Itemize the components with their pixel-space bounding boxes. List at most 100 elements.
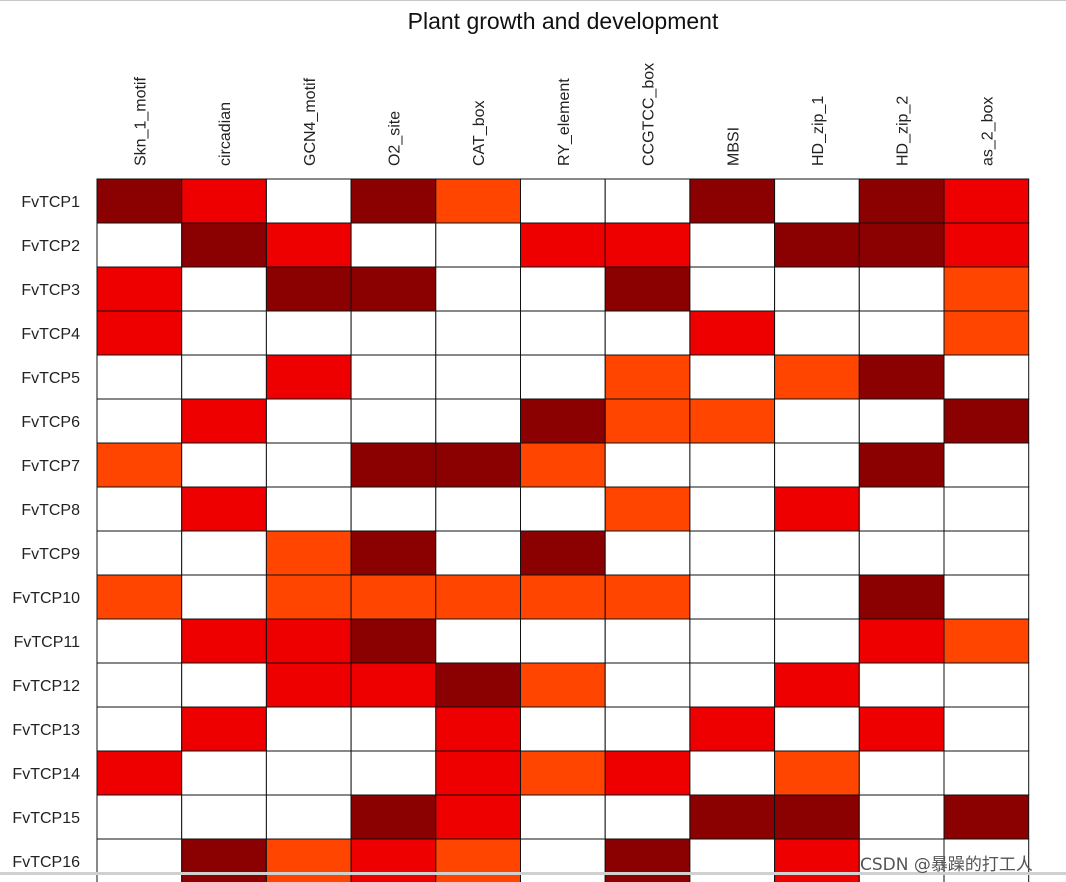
heatmap-cell: [689, 618, 776, 664]
heatmap-cell: [774, 574, 860, 620]
heatmap-cell: [265, 354, 352, 400]
heatmap-cell: [520, 530, 606, 576]
heatmap-cell: [943, 354, 1030, 400]
heatmap-cell: [96, 222, 183, 268]
heatmap-cell: [181, 442, 267, 488]
heatmap-cell: [265, 838, 352, 882]
heatmap-cell: [943, 486, 1030, 532]
heatmap-cell: [520, 486, 606, 532]
heatmap-cell: [96, 706, 183, 752]
heatmap-cell: [96, 266, 183, 312]
heatmap-cell: [435, 178, 521, 224]
heatmap-cell: [604, 178, 691, 224]
heatmap-cell: [858, 266, 945, 312]
heatmap-cell: [520, 178, 606, 224]
column-label: CCGTCC_box: [641, 63, 658, 166]
row-label: FvTCP16: [12, 854, 80, 871]
heatmap-cell: [604, 398, 691, 444]
heatmap-cell: [181, 530, 267, 576]
row-label: FvTCP4: [21, 326, 80, 343]
heatmap-cell: [265, 662, 352, 708]
heatmap-cell: [520, 574, 606, 620]
column-label: HD_zip_2: [895, 96, 912, 166]
heatmap-cell: [774, 750, 860, 796]
heatmap-cell: [604, 750, 691, 796]
heatmap-cell: [350, 310, 437, 356]
column-label: GCN4_motif: [302, 77, 319, 166]
heatmap-cell: [520, 706, 606, 752]
heatmap-cell: [265, 310, 352, 356]
heatmap-cell: [774, 178, 860, 224]
heatmap-cell: [604, 310, 691, 356]
heatmap-cell: [604, 662, 691, 708]
heatmap-cell: [858, 486, 945, 532]
heatmap-cell: [689, 706, 776, 752]
heatmap-cell: [181, 618, 267, 664]
heatmap-cell: [774, 530, 860, 576]
heatmap-cell: [435, 222, 521, 268]
heatmap-cell: [350, 486, 437, 532]
heatmap-cell: [265, 574, 352, 620]
heatmap-cell: [96, 398, 183, 444]
heatmap-cell: [265, 750, 352, 796]
heatmap-cell: [689, 354, 776, 400]
heatmap-cell: [943, 706, 1030, 752]
row-label: FvTCP10: [12, 590, 80, 607]
heatmap-cell: [689, 574, 776, 620]
heatmap-cell: [435, 442, 521, 488]
heatmap-cell: [943, 222, 1030, 268]
heatmap-cell: [604, 486, 691, 532]
heatmap-cell: [858, 750, 945, 796]
heatmap-cell: [350, 618, 437, 664]
row-label: FvTCP12: [12, 678, 80, 695]
heatmap-cell: [943, 266, 1030, 312]
row-label: FvTCP7: [21, 458, 80, 475]
heatmap-cell: [96, 662, 183, 708]
heatmap-cell: [181, 574, 267, 620]
heatmap-cell: [774, 398, 860, 444]
heatmap-cell: [265, 178, 352, 224]
row-label: FvTCP2: [21, 238, 80, 255]
heatmap-cell: [265, 530, 352, 576]
heatmap-cell: [604, 838, 691, 882]
heatmap-cell: [520, 266, 606, 312]
heatmap-cell: [350, 750, 437, 796]
heatmap-cell: [689, 266, 776, 312]
heatmap-cell: [774, 838, 860, 882]
heatmap-cell: [96, 530, 183, 576]
heatmap-cell: [265, 486, 352, 532]
heatmap-cell: [774, 618, 860, 664]
heatmap-cell: [774, 222, 860, 268]
heatmap-cell: [435, 530, 521, 576]
heatmap-cell: [435, 618, 521, 664]
row-label: FvTCP14: [12, 766, 80, 783]
heatmap-cell: [435, 706, 521, 752]
heatmap-cell: [350, 442, 437, 488]
heatmap-cell: [96, 618, 183, 664]
heatmap-cell: [435, 310, 521, 356]
heatmap-cell: [604, 442, 691, 488]
heatmap-cell: [96, 574, 183, 620]
heatmap-cell: [181, 838, 267, 882]
heatmap-cell: [435, 750, 521, 796]
heatmap-cell: [689, 838, 776, 882]
heatmap-cell: [689, 530, 776, 576]
top-divider: [0, 0, 1066, 1]
heatmap-cell: [350, 354, 437, 400]
heatmap-cell: [689, 310, 776, 356]
heatmap-cell: [943, 794, 1030, 840]
heatmap-cell: [435, 398, 521, 444]
heatmap-cell: [858, 662, 945, 708]
heatmap-cell: [181, 310, 267, 356]
heatmap-cell: [350, 794, 437, 840]
heatmap-cell: [943, 310, 1030, 356]
heatmap-cell: [350, 574, 437, 620]
row-label: FvTCP9: [21, 546, 80, 563]
heatmap-cell: [604, 706, 691, 752]
heatmap-cell: [774, 486, 860, 532]
heatmap-cell: [943, 662, 1030, 708]
heatmap-cell: [604, 266, 691, 312]
heatmap-cell: [520, 442, 606, 488]
heatmap-cell: [520, 838, 606, 882]
heatmap-cell: [181, 398, 267, 444]
